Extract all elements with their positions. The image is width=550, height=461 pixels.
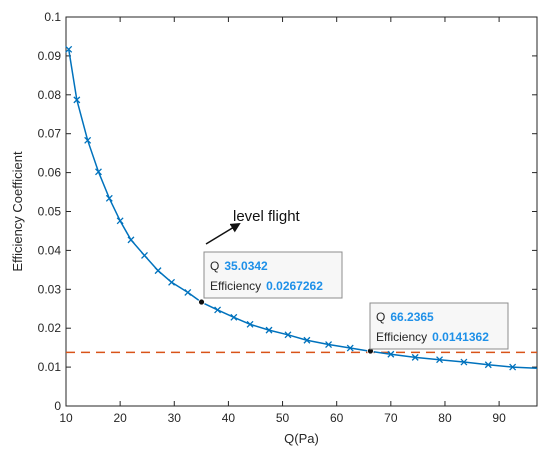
series-marker [387,350,395,358]
annotation-group: level flight [205,208,301,245]
y-tick-label: 0.04 [38,243,62,257]
x-tick-label: 70 [384,411,398,425]
datatip-2-q-label: Q [376,310,385,324]
datatip-1-line-eff: Efficiency 0.0267262 [210,279,323,293]
series-marker [460,358,468,366]
y-axis-title: Efficiency Coefficient [10,151,25,272]
annotation-text: level flight [233,208,301,225]
series-marker [73,96,81,104]
series-marker [346,344,354,352]
series-marker [265,326,273,334]
y-tick-label: 0 [54,399,61,413]
datatip-1-point [198,298,205,306]
series-marker [246,320,254,328]
x-tick-label: 30 [168,411,182,425]
series-marker [509,363,517,371]
datatip-1-line-q: Q 35.0342 [210,259,268,273]
series-marker [84,136,92,144]
datatip-1-q-value: 35.0342 [224,259,268,273]
series-marker [95,168,102,176]
datatip-1-eff-value: 0.0267262 [266,279,323,293]
datatip-2-eff-value: 0.0141362 [432,330,489,344]
series-marker [325,341,333,348]
datatip-2[interactable]: Q 66.2365 Efficiency 0.0141362 [369,302,509,350]
series-marker [436,356,444,364]
y-tick-label: 0.06 [38,166,62,180]
series-marker [154,267,162,275]
y-tick-label: 0.02 [38,321,62,335]
series-marker [484,361,492,369]
series-marker [141,251,148,259]
x-tick-label: 50 [276,411,290,425]
axes: 10 20 30 40 50 60 70 80 90 0 0.01 0.02 0.03 0.04 0.05 0… [10,10,538,446]
y-tick-label: 0.01 [38,360,62,374]
y-tick-label: 0.1 [44,10,61,24]
datatip-1-eff-label: Efficiency [210,279,261,293]
series-marker [214,306,222,314]
x-tick-label: 10 [59,411,73,425]
series-marker [105,194,113,202]
series-marker [284,331,292,339]
x-tick-label: 40 [222,411,236,425]
series-marker [303,336,311,344]
datatip-1-box [203,251,343,299]
datatip-1-q-label: Q [210,259,219,273]
series-group [65,45,538,371]
series-line [67,49,538,370]
series-marker [116,217,124,225]
y-tick-label: 0.05 [38,205,62,219]
x-tick-label: 90 [492,411,506,425]
x-tick-label: 20 [113,411,127,425]
datatip-2-line-q: Q 66.2365 [376,310,434,324]
series-marker [127,236,135,244]
y-tick-label: 0.08 [38,88,62,102]
datatip-1[interactable]: Q 35.0342 Efficiency 0.0267262 [203,251,343,299]
datatip-2-q-value: 66.2365 [390,310,434,324]
datatip-2-box [369,302,509,350]
x-tick-label: 60 [330,411,344,425]
y-tick-label: 0.09 [38,49,62,63]
datatip-2-line-eff: Efficiency 0.0141362 [376,330,489,344]
x-tick-label: 80 [438,411,452,425]
series-marker [411,353,419,361]
y-tick-label: 0.07 [38,127,62,141]
annotation-arrow [205,222,241,245]
series-marker [230,313,238,321]
series-marker [168,278,176,286]
series-marker [65,45,73,53]
datatip-2-eff-label: Efficiency [376,330,427,344]
datatip-points [198,298,374,355]
x-axis-title: Q(Pa) [284,431,319,446]
series-marker [184,288,192,296]
y-tick-label: 0.03 [38,282,62,296]
